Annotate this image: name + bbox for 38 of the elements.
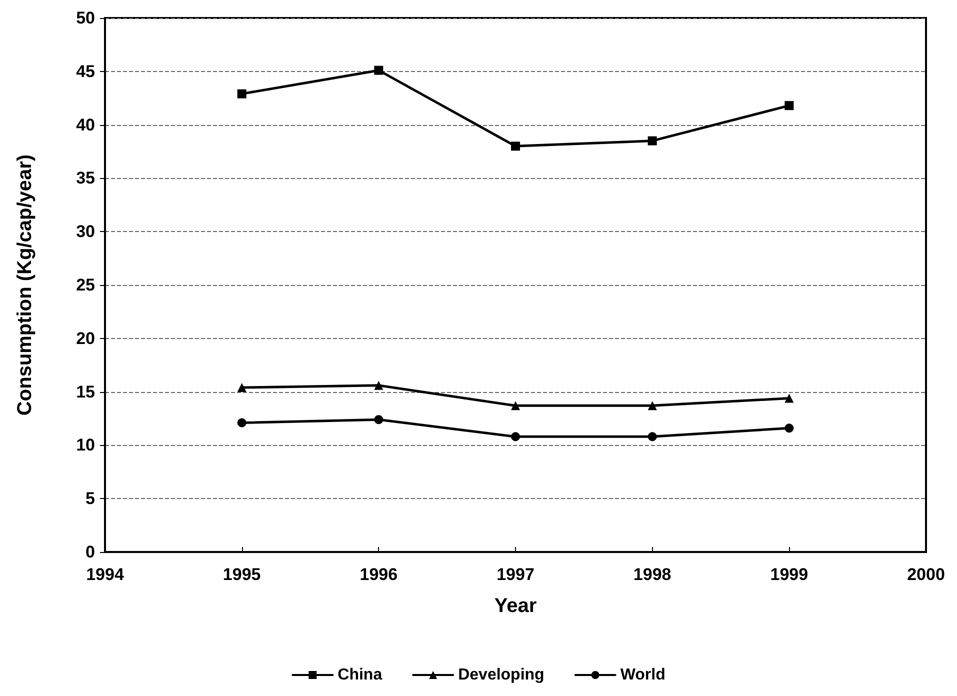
point [511,142,520,151]
point [237,383,246,392]
point [374,415,384,424]
x-tick-label: 1998 [633,565,672,584]
y-tick-label: 35 [76,168,95,188]
x-tick-label: 1995 [222,565,261,584]
y-tick-label: 20 [76,328,95,348]
y-tick-label: 50 [76,8,95,28]
y-tick-label: 25 [76,276,95,294]
x-tick-label: 2000 [907,565,945,584]
point [374,66,384,75]
y-tick-label: 45 [76,62,95,81]
point [784,101,794,110]
y-tick-label: 40 [76,115,95,134]
y-tick-label: 0 [86,542,95,562]
x-tick-label: 1997 [496,565,534,584]
x-tick-label: 1999 [770,565,808,584]
legend-label: World [620,666,666,684]
point [374,380,384,390]
point [511,401,520,410]
point [648,401,657,410]
x-tick-label: 1996 [360,565,398,584]
y-axis-title: Consumption (Kg/cap/year) [14,154,36,416]
point [237,418,246,428]
point [648,136,657,146]
y-tick-label: 15 [76,382,95,402]
point [648,432,657,442]
y-tick-label: 10 [76,436,95,455]
y-tick-label: 30 [76,222,95,242]
point [237,89,246,98]
point [784,424,794,433]
x-tick-label: 1994 [86,565,124,584]
legend-label: China [338,666,382,684]
y-tick-label: 5 [86,489,95,508]
point [784,394,794,403]
legend-label: Developing [458,666,544,684]
x-axis-title: Year [494,595,537,617]
point [511,432,520,442]
